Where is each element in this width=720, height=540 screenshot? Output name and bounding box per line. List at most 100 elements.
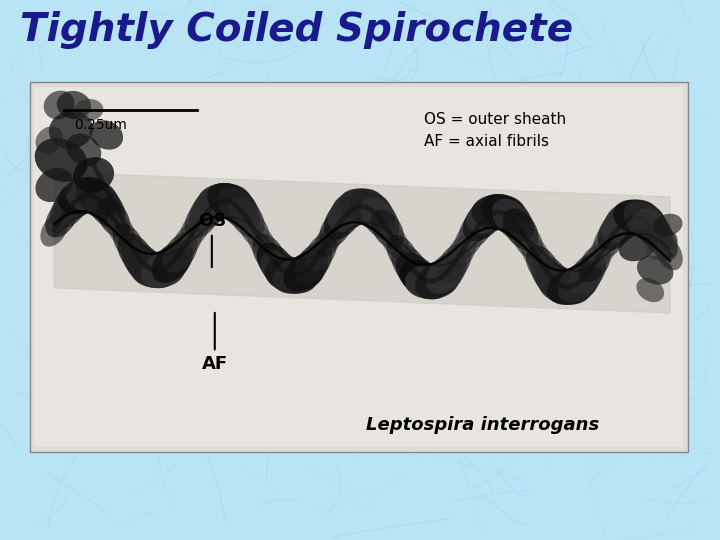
Text: Leptospira interrogans: Leptospira interrogans	[366, 416, 599, 434]
Ellipse shape	[350, 190, 395, 232]
Ellipse shape	[459, 208, 494, 249]
Ellipse shape	[601, 201, 647, 243]
Ellipse shape	[239, 211, 269, 248]
Ellipse shape	[598, 208, 636, 251]
Ellipse shape	[86, 186, 125, 229]
Ellipse shape	[131, 252, 185, 288]
Ellipse shape	[503, 208, 539, 250]
Ellipse shape	[405, 264, 459, 299]
Text: OS: OS	[198, 212, 226, 267]
Ellipse shape	[436, 243, 472, 284]
Ellipse shape	[305, 233, 337, 272]
Ellipse shape	[426, 251, 467, 294]
Ellipse shape	[113, 224, 144, 261]
Ellipse shape	[40, 213, 68, 247]
Ellipse shape	[35, 168, 73, 202]
Ellipse shape	[647, 230, 678, 260]
Ellipse shape	[314, 224, 342, 258]
Ellipse shape	[35, 138, 88, 182]
Ellipse shape	[73, 157, 114, 193]
Ellipse shape	[247, 224, 276, 259]
Ellipse shape	[613, 199, 665, 237]
Ellipse shape	[252, 234, 286, 274]
Ellipse shape	[184, 198, 220, 239]
Ellipse shape	[446, 234, 477, 270]
Ellipse shape	[481, 194, 531, 234]
Ellipse shape	[387, 235, 418, 273]
Ellipse shape	[189, 188, 230, 231]
Bar	[30, 82, 688, 452]
Ellipse shape	[218, 187, 261, 231]
Ellipse shape	[58, 177, 110, 215]
Ellipse shape	[117, 233, 154, 274]
Ellipse shape	[371, 210, 404, 249]
Ellipse shape	[90, 120, 123, 150]
Ellipse shape	[593, 220, 626, 259]
Ellipse shape	[265, 257, 318, 294]
Ellipse shape	[454, 222, 484, 258]
Bar	[35, 87, 683, 447]
Ellipse shape	[256, 242, 296, 286]
Ellipse shape	[35, 126, 63, 153]
Ellipse shape	[521, 236, 550, 271]
Ellipse shape	[630, 212, 661, 238]
Ellipse shape	[634, 209, 673, 252]
Ellipse shape	[361, 197, 400, 240]
Ellipse shape	[273, 256, 325, 294]
Ellipse shape	[391, 244, 428, 286]
Ellipse shape	[546, 267, 598, 305]
Ellipse shape	[624, 201, 670, 244]
Ellipse shape	[96, 198, 130, 238]
Ellipse shape	[381, 224, 409, 259]
Ellipse shape	[568, 253, 606, 294]
Ellipse shape	[45, 199, 78, 238]
Text: AF: AF	[202, 313, 228, 373]
Ellipse shape	[463, 199, 505, 241]
Ellipse shape	[54, 179, 99, 221]
Ellipse shape	[645, 221, 678, 260]
Ellipse shape	[415, 259, 464, 299]
Ellipse shape	[558, 260, 602, 302]
Ellipse shape	[193, 183, 241, 223]
Ellipse shape	[284, 249, 328, 292]
Ellipse shape	[44, 91, 75, 119]
Ellipse shape	[400, 260, 449, 299]
Ellipse shape	[618, 229, 658, 261]
Ellipse shape	[319, 210, 352, 248]
Ellipse shape	[395, 253, 438, 295]
Ellipse shape	[332, 188, 384, 226]
Ellipse shape	[76, 179, 122, 221]
Ellipse shape	[50, 187, 88, 229]
Ellipse shape	[57, 91, 91, 119]
Ellipse shape	[229, 197, 265, 239]
Ellipse shape	[492, 199, 534, 242]
Ellipse shape	[636, 278, 664, 302]
Ellipse shape	[539, 268, 592, 305]
Ellipse shape	[534, 262, 581, 304]
Ellipse shape	[526, 245, 560, 286]
Ellipse shape	[513, 222, 544, 260]
Ellipse shape	[152, 240, 194, 283]
Ellipse shape	[141, 248, 189, 288]
Ellipse shape	[606, 200, 658, 237]
Text: 0.25um: 0.25um	[74, 118, 127, 132]
Ellipse shape	[637, 255, 673, 285]
Ellipse shape	[472, 194, 526, 230]
Ellipse shape	[107, 212, 135, 247]
Ellipse shape	[122, 241, 164, 284]
Ellipse shape	[197, 183, 251, 219]
Ellipse shape	[207, 183, 256, 223]
Ellipse shape	[588, 234, 616, 268]
Text: Tightly Coiled Spirochete: Tightly Coiled Spirochete	[19, 11, 573, 49]
Ellipse shape	[125, 248, 176, 288]
Ellipse shape	[66, 133, 102, 166]
Ellipse shape	[579, 244, 611, 282]
Ellipse shape	[324, 198, 362, 240]
Ellipse shape	[339, 188, 392, 226]
Ellipse shape	[65, 177, 117, 214]
Ellipse shape	[74, 99, 104, 121]
Ellipse shape	[180, 211, 210, 247]
Text: OS = outer sheath: OS = outer sheath	[423, 112, 566, 127]
Ellipse shape	[328, 190, 373, 232]
Ellipse shape	[49, 111, 93, 149]
